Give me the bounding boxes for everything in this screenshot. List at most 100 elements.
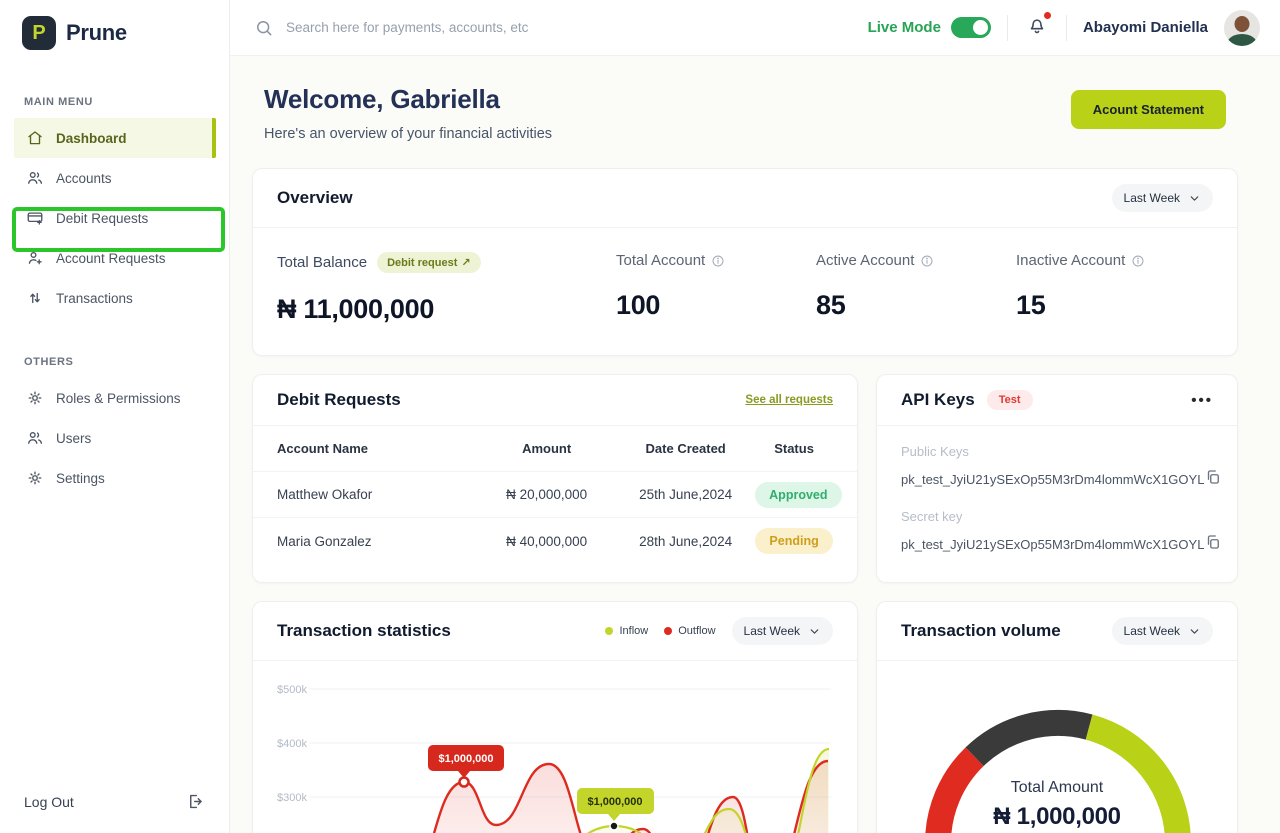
gauge-chart: Total Amount ₦ 1,000,000 [877, 661, 1237, 833]
table-header: Account Name Amount Date Created Status [253, 426, 857, 472]
logout-button[interactable]: Log Out [24, 792, 205, 811]
inflow-marker [609, 821, 619, 831]
api-keys-title: API Keys [901, 390, 975, 409]
inactive-account-stat: Inactive Account 15 [1016, 252, 1216, 321]
divider [1006, 14, 1008, 41]
logout-label: Log Out [24, 793, 74, 810]
sidebar-item-debit-requests[interactable]: Debit Requests [14, 198, 216, 238]
users-icon [28, 172, 43, 184]
outflow-line [432, 759, 829, 833]
user-plus-icon [28, 252, 42, 265]
sidebar-item-label: Settings [56, 470, 105, 486]
total-account-value: 100 [616, 290, 661, 320]
active-account-value: 85 [816, 290, 846, 320]
account-name: Matthew Okafor [277, 487, 373, 502]
total-amount-value: ₦ 1,000,000 [993, 803, 1121, 830]
chevron-down-icon [1190, 195, 1199, 201]
transaction-statistics-title: Transaction statistics [277, 621, 451, 640]
sidebar-item-label: Transactions [56, 290, 133, 306]
topbar-right: Live Mode Abayomi Daniella [867, 9, 1260, 46]
y-axis-labels: $500k $400k $300k $200k [277, 684, 307, 804]
sidebar-item-label: Account Requests [56, 250, 166, 266]
info-icon [1132, 255, 1144, 266]
sidebar-item-label: Users [56, 430, 92, 446]
tooltip-value: $1,000,000 [438, 753, 493, 765]
live-mode-toggle[interactable] [950, 17, 991, 38]
sidebar-item-users[interactable]: Users [14, 418, 216, 458]
brand-logo: P Prune [0, 0, 229, 50]
account-statement-button[interactable]: Acount Statement [1070, 90, 1226, 129]
secret-key-value: pk_test_JyiU21ySExOp55M3rDm4lommWcX1GOYL [901, 537, 1205, 552]
search-input[interactable] [286, 20, 646, 35]
sidebar-item-transactions[interactable]: Transactions [14, 278, 216, 318]
table-row[interactable]: Maria Gonzalez ₦ 40,000,000 28th June,20… [253, 518, 857, 564]
volume-period-dropdown[interactable]: Last Week [1111, 617, 1213, 645]
live-mode-label: Live Mode [867, 19, 941, 36]
debit-requests-title: Debit Requests [277, 390, 401, 409]
table-row[interactable]: Matthew Okafor ₦ 20,000,000 25th June,20… [253, 472, 857, 518]
bell-icon [1030, 19, 1044, 34]
outflow-marker [458, 776, 470, 788]
welcome-header: Welcome, Gabriella Here's an overview of… [252, 82, 1238, 142]
sidebar-item-dashboard[interactable]: Dashboard [14, 118, 216, 158]
sidebar-item-roles-permissions[interactable]: Roles & Permissions [14, 378, 216, 418]
total-balance-stat: Total Balance Debit request ↗ ₦ 11,000,0… [277, 252, 540, 325]
sidebar-item-label: Dashboard [56, 130, 127, 146]
total-balance-value: ₦ 11,000,000 [277, 294, 435, 324]
search-bar [254, 18, 868, 38]
sidebar-item-accounts[interactable]: Accounts [14, 158, 216, 198]
copy-public-key-button[interactable] [1204, 468, 1222, 491]
notifications-button[interactable] [1024, 11, 1052, 43]
public-key-value: pk_test_JyiU21ySExOp55M3rDm4lommWcX1GOYL [901, 472, 1205, 487]
account-name: Maria Gonzalez [277, 533, 372, 549]
copy-secret-key-button[interactable] [1204, 533, 1222, 556]
ellipsis-menu-icon[interactable]: ••• [1191, 391, 1213, 409]
arrow-up-right-icon: ↗ [461, 257, 471, 269]
sidebar-item-account-requests[interactable]: Account Requests [14, 238, 216, 278]
inflow-line [586, 747, 830, 833]
inflow-tooltip: $1,000,000 [577, 788, 654, 831]
gauge-segment-dark [965, 710, 1093, 767]
user-name[interactable]: Abayomi Daniella [1082, 19, 1208, 36]
user-avatar[interactable] [1224, 9, 1260, 46]
sidebar-item-label: Accounts [56, 170, 112, 186]
copy-icon [1208, 470, 1220, 484]
users-icon [28, 432, 43, 444]
logout-icon [190, 794, 202, 809]
page-title: Welcome, Gabriella [264, 84, 500, 114]
debit-requests-card: Debit Requests See all requests Account … [252, 374, 858, 583]
see-all-requests-link[interactable]: See all requests [745, 394, 833, 406]
debit-request-badge[interactable]: Debit request ↗ [377, 252, 481, 273]
total-balance-label: Total Balance [277, 254, 368, 271]
amount: ₦ 40,000,000 [506, 533, 588, 549]
notification-badge [1042, 11, 1052, 20]
gear-icon [28, 391, 42, 405]
date-created: 25th June,2024 [639, 487, 733, 502]
y-tick: $400k [277, 738, 307, 750]
outflow-tooltip: $1,000,000 [428, 745, 504, 788]
transaction-volume-card: Transaction volume Last Week Total Amoun… [876, 601, 1238, 833]
info-icon [712, 255, 724, 266]
transaction-volume-title: Transaction volume [901, 621, 1061, 640]
overview-period-dropdown[interactable]: Last Week [1111, 184, 1213, 212]
gauge-segment-green [1085, 714, 1191, 833]
prune-logo-icon: P [22, 16, 56, 50]
page-subtitle: Here's an overview of your financial act… [264, 126, 553, 142]
sidebar: P Prune MAIN MENU Dashboard Accounts Deb… [0, 0, 230, 833]
topbar: Live Mode Abayomi Daniella [230, 0, 1280, 56]
y-tick: $500k [277, 684, 307, 696]
brand-name: Prune [66, 20, 127, 45]
inactive-account-value: 15 [1016, 290, 1046, 320]
chevron-down-icon [1190, 628, 1199, 634]
public-keys-label: Public Keys [901, 444, 969, 459]
toggle-knob [972, 20, 988, 35]
statistics-period-dropdown[interactable]: Last Week [731, 617, 833, 645]
main-content: Welcome, Gabriella Here's an overview of… [230, 56, 1280, 833]
copy-icon [1208, 535, 1220, 549]
sidebar-item-settings[interactable]: Settings [14, 458, 216, 498]
home-icon [28, 131, 42, 145]
legend-inflow: Inflow [605, 625, 648, 637]
period-label: Last Week [743, 624, 800, 638]
legend-outflow: Outflow [664, 625, 716, 637]
